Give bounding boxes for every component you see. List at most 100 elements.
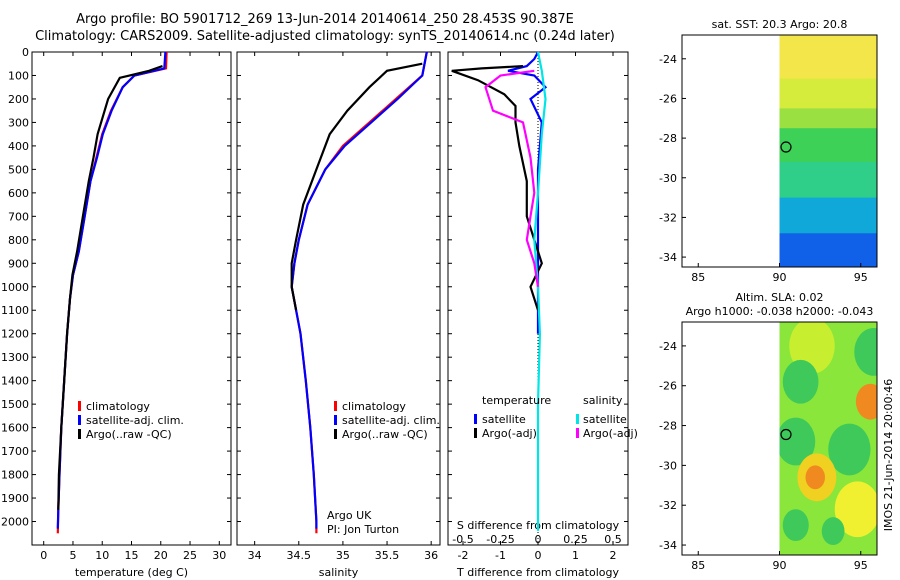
legend-swatch [334,401,337,411]
series-line [290,62,423,311]
series-line [451,65,543,311]
x-tick-label: 85 [691,559,705,572]
legend-swatch [576,414,579,424]
legend-swatch [78,429,81,439]
y-tick-label: 0 [22,46,29,59]
map-title: Altim. SLA: 0.02 [735,291,823,304]
annotation-text: Argo UK [327,509,372,522]
x-tick-label: -1 [495,549,506,562]
title-line-2: Climatology: CARS2009. Satellite-adjuste… [35,29,615,44]
y-tick-label: -34 [659,251,677,264]
x-tick-label: 35 [336,549,350,562]
salinity-tick-label: -0.25 [486,533,514,546]
legend-title: temperature [482,394,551,407]
legend-label: satellite [583,413,627,426]
y-tick-label: 1700 [1,445,29,458]
map-band [779,108,877,129]
legend-label: Argo(..raw -QC) [342,428,428,441]
y-tick-label: -32 [659,499,677,512]
series-line [57,65,163,510]
y-tick-label: 1000 [1,281,29,294]
x-tick-label: 85 [691,271,705,284]
salinity-tick-label: -0.5 [452,533,473,546]
y-tick-label: -32 [659,211,677,224]
map-blob [855,383,877,420]
y-tick-label: 300 [8,116,29,129]
y-tick-label: -28 [659,132,677,145]
y-tick-label: 1100 [1,304,29,317]
x-tick-label: 25 [183,549,197,562]
map-band [779,78,877,109]
x-tick-label: 90 [773,559,787,572]
x-axis-label: salinity [319,566,359,579]
x-tick-label: 36 [424,549,438,562]
map-field [779,322,877,555]
x-tick-label: 15 [125,549,139,562]
y-tick-label: 2000 [1,516,29,529]
map-blob [834,481,877,538]
y-tick-label: 900 [8,257,29,270]
legend-label: Argo(-adj) [482,427,537,440]
series-line [484,69,540,287]
plot-frame [31,51,232,546]
salinity-tick-label: 0.5 [604,533,622,546]
x-tick-label: 2 [610,549,617,562]
legend-swatch [334,415,337,425]
argo-position-marker [780,428,792,441]
x-axis-label: temperature (deg C) [75,566,188,579]
legend-label: Argo(-adj) [583,427,638,440]
x-tick-label: 95 [854,559,868,572]
map-blob [828,423,871,476]
map-band [779,128,877,163]
y-tick-label: -30 [659,459,677,472]
x-tick-label: 0 [535,549,542,562]
x-tick-label: 10 [95,549,109,562]
map-title: sat. SST: 20.3 Argo: 20.8 [712,18,848,31]
y-tick-label: -28 [659,420,677,433]
y-tick-label: -26 [659,92,677,105]
y-tick-label: 800 [8,234,29,247]
x-tick-label: 1 [572,549,579,562]
x-tick-label: 34.5 [287,549,312,562]
y-tick-label: 1600 [1,422,29,435]
map-band [779,233,877,267]
salinity-tick-label: 0.25 [563,533,588,546]
map-field [779,35,877,267]
x-tick-label: 95 [854,271,868,284]
legend-swatch [78,415,81,425]
map-blob [805,465,825,490]
x-axis-label: T difference from climatology [456,566,619,579]
y-tick-label: -26 [659,380,677,393]
x-tick-label: 34 [248,549,262,562]
y-tick-label: 1300 [1,351,29,364]
legend-label: satellite-adj. clim. [86,414,184,427]
title-line-1: Argo profile: BO 5901712_269 13-Jun-2014… [76,12,574,27]
x-tick-label: 30 [212,549,226,562]
y-tick-label: 1200 [1,328,29,341]
argo-position-marker [780,141,792,153]
series-line [290,51,428,529]
legend-label: climatology [86,400,150,413]
y-tick-label: 700 [8,210,29,223]
y-tick-label: -34 [659,539,677,552]
y-tick-label: 200 [8,93,29,106]
plot-frame [236,51,441,546]
legend-title: salinity [583,394,623,407]
map-band [779,197,877,234]
x-tick-label: 20 [154,549,168,562]
timestamp-stamp: IMOS 21-Jun-2014 20:00:46 [882,379,895,532]
map-subtitle: Argo h1000: -0.038 h2000: -0.043 [686,305,874,318]
y-tick-label: -30 [659,172,677,185]
y-tick-label: 100 [8,69,29,82]
x-tick-label: 35.5 [375,549,400,562]
y-tick-label: 1500 [1,398,29,411]
legend-swatch [474,414,477,424]
legend-label: Argo(..raw -QC) [86,428,172,441]
x-tick-label: 5 [69,549,76,562]
y-tick-label: -24 [659,340,677,353]
legend-swatch [334,429,337,439]
legend-swatch [576,428,579,438]
x-tick-label: -2 [458,549,469,562]
map-blob [782,509,809,542]
